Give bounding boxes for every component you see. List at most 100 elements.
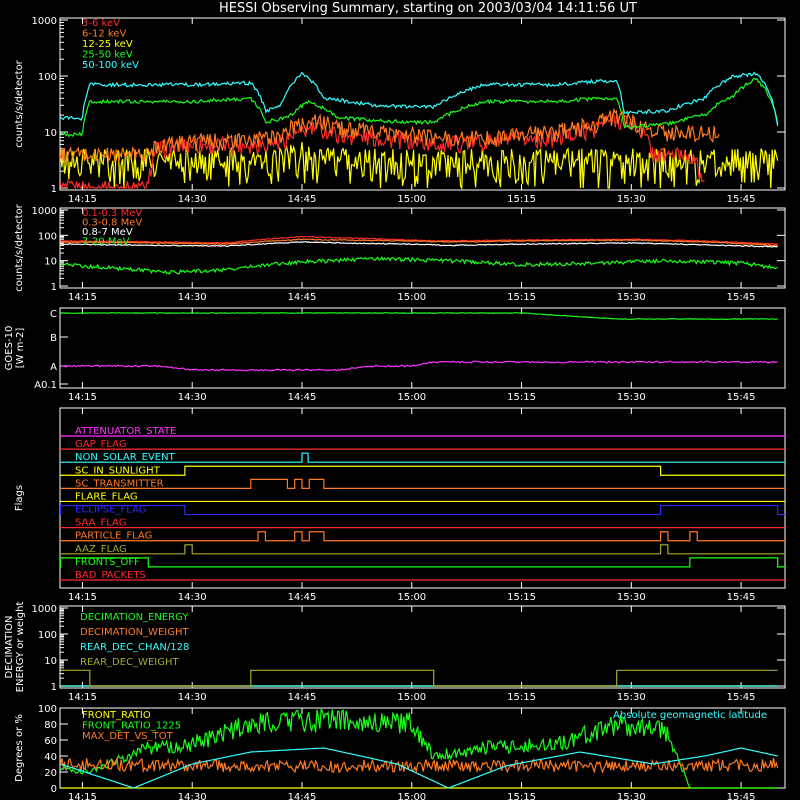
- x-tick-label: 14:45: [288, 792, 317, 800]
- y-tick-label: 40: [44, 752, 57, 763]
- legend-entry: FRONT_RATIO_1225: [82, 721, 181, 732]
- flag-line: [59, 504, 785, 516]
- y-tick-label: 20: [44, 768, 57, 779]
- legend-entry: 6-12 keV: [82, 29, 126, 40]
- x-tick-label: 15:45: [727, 392, 756, 403]
- x-tick-label: 15:15: [507, 692, 536, 703]
- x-tick-label: 15:30: [617, 194, 646, 205]
- series-line: [60, 312, 778, 320]
- x-tick-label: 14:30: [178, 792, 207, 800]
- y-axis-label: ENERGY or weight: [15, 602, 26, 693]
- x-tick-label: 15:15: [507, 194, 536, 205]
- y-tick-label: 1: [51, 682, 57, 693]
- x-tick-label: 15:00: [397, 392, 426, 403]
- x-tick-label: 15:15: [507, 592, 536, 603]
- y-tick-label: 0: [51, 784, 57, 795]
- y-tick-label: 1: [51, 184, 57, 195]
- flag-line: [60, 465, 785, 476]
- y-axis-label: Degrees or %: [14, 714, 25, 782]
- x-tick-label: 15:45: [727, 692, 756, 703]
- x-tick-label: 14:30: [178, 592, 207, 603]
- flag-label: ECLIPSE_FLAG: [75, 505, 146, 516]
- chart-title: HESSI Observing Summary, starting on 200…: [219, 1, 637, 16]
- series-line: [59, 107, 720, 165]
- y-axis-label: counts/s/detector: [14, 203, 25, 291]
- y-tick-label: 100: [38, 231, 57, 242]
- x-tick-label: 15:00: [397, 692, 426, 703]
- x-tick-label: 15:30: [617, 292, 646, 303]
- legend-entry: REAR_DEC_CHAN/128: [80, 642, 189, 653]
- series-line: [60, 238, 778, 247]
- series-line: [60, 669, 778, 687]
- x-tick-label: 14:15: [68, 392, 97, 403]
- legend-entry: 3-6 keV: [82, 18, 120, 29]
- panel-frame: [59, 407, 786, 589]
- panel-frame: [59, 307, 786, 389]
- x-tick-label: 15:30: [617, 792, 646, 800]
- x-tick-label: 15:30: [617, 592, 646, 603]
- flag-label: FLARE_FLAG: [75, 491, 138, 502]
- panel-3: A0.1 A B C 14:15 14:30 14:45 15:00 15:15 15:30 15:…: [4, 307, 786, 403]
- series-line: [60, 255, 778, 276]
- legend-entry: 7-20 MeV: [82, 237, 130, 248]
- legend-entry: 25-50 keV: [82, 50, 133, 61]
- flag-label: NON_SOLAR_EVENT: [75, 452, 176, 463]
- x-tick-label: 14:30: [178, 292, 207, 303]
- legend-entry: 12-25 keV: [82, 39, 133, 50]
- flag-label: SC_IN_SUNLIGHT: [75, 465, 161, 476]
- legend-entry: 50-100 keV: [82, 60, 139, 71]
- legend-entry: 0.1-0.3 MeV: [82, 208, 142, 219]
- series-line: [60, 235, 778, 245]
- x-tick-label: 14:15: [68, 592, 97, 603]
- flag-label: SAA_FLAG: [75, 518, 126, 529]
- x-tick-label: 15:00: [397, 292, 426, 303]
- series-line: [60, 77, 779, 138]
- x-tick-label: 14:30: [178, 392, 207, 403]
- panel-frame: [59, 207, 786, 289]
- y-axis-label: Flags: [14, 485, 25, 511]
- x-tick-label: 15:15: [507, 292, 536, 303]
- y-tick-label: 80: [44, 720, 57, 731]
- legend-entry: 0.8-7 MeV: [82, 227, 133, 238]
- y-tick-label: C: [50, 309, 57, 320]
- x-tick-label: 15:45: [727, 194, 756, 205]
- legend-entry: 0.3-0.8 MeV: [82, 218, 142, 229]
- panel-1: 1 10 100 1000 14:15 14:30 14:45 15:00 15:15 15:30…: [14, 16, 786, 205]
- y-tick-label: A0.1: [34, 380, 57, 391]
- flag-line: [59, 557, 785, 568]
- y-tick-label: 1: [51, 282, 57, 293]
- x-tick-label: 15:45: [727, 792, 756, 800]
- y-tick-label: 100: [38, 704, 57, 715]
- legend-entry: DECIMATION_WEIGHT: [80, 627, 189, 638]
- flag-label: BAD_PACKETS: [75, 570, 146, 581]
- y-tick-label: A: [50, 362, 57, 373]
- panel-2: 1 10 100 1000 14:15 14:30 14:45 15:00 15:15 15:30…: [14, 203, 786, 303]
- flag-line: [60, 531, 785, 542]
- y-axis-label: DECIMATION: [4, 615, 15, 678]
- flag-label: AAZ_FLAG: [75, 544, 127, 555]
- x-tick-label: 14:15: [68, 292, 97, 303]
- y-tick-label: 100: [38, 630, 57, 641]
- x-tick-label: 14:45: [288, 692, 317, 703]
- y-tick-label: 10: [44, 257, 57, 268]
- x-tick-label: 14:15: [68, 792, 97, 800]
- flag-label: ATTENUATOR_STATE: [75, 426, 176, 437]
- y-axis-label: [W m-2]: [15, 328, 26, 369]
- y-axis-label: GOES-10: [4, 326, 15, 371]
- series-line: [60, 360, 778, 372]
- flag-label: FRONTS_OFF: [75, 557, 140, 568]
- x-tick-label: 15:00: [397, 792, 426, 800]
- flag-label: GAP_FLAG: [75, 439, 127, 450]
- x-tick-label: 15:15: [507, 792, 536, 800]
- panel-6: 0 20 40 60 80 100 14:15 14:30 14:45 15:00 15:15 15:…: [14, 704, 786, 800]
- y-tick-label: 10: [44, 128, 57, 139]
- x-tick-label: 15:45: [727, 292, 756, 303]
- x-tick-label: 14:15: [68, 692, 97, 703]
- series-line: [60, 241, 778, 248]
- x-tick-label: 14:45: [288, 592, 317, 603]
- series-line: [60, 71, 779, 127]
- legend-entry: REAR_DEC_WEIGHT: [80, 657, 179, 668]
- legend-entry: DECIMATION_ENERGY: [80, 612, 189, 623]
- x-tick-label: 15:00: [397, 592, 426, 603]
- x-tick-label: 15:30: [617, 692, 646, 703]
